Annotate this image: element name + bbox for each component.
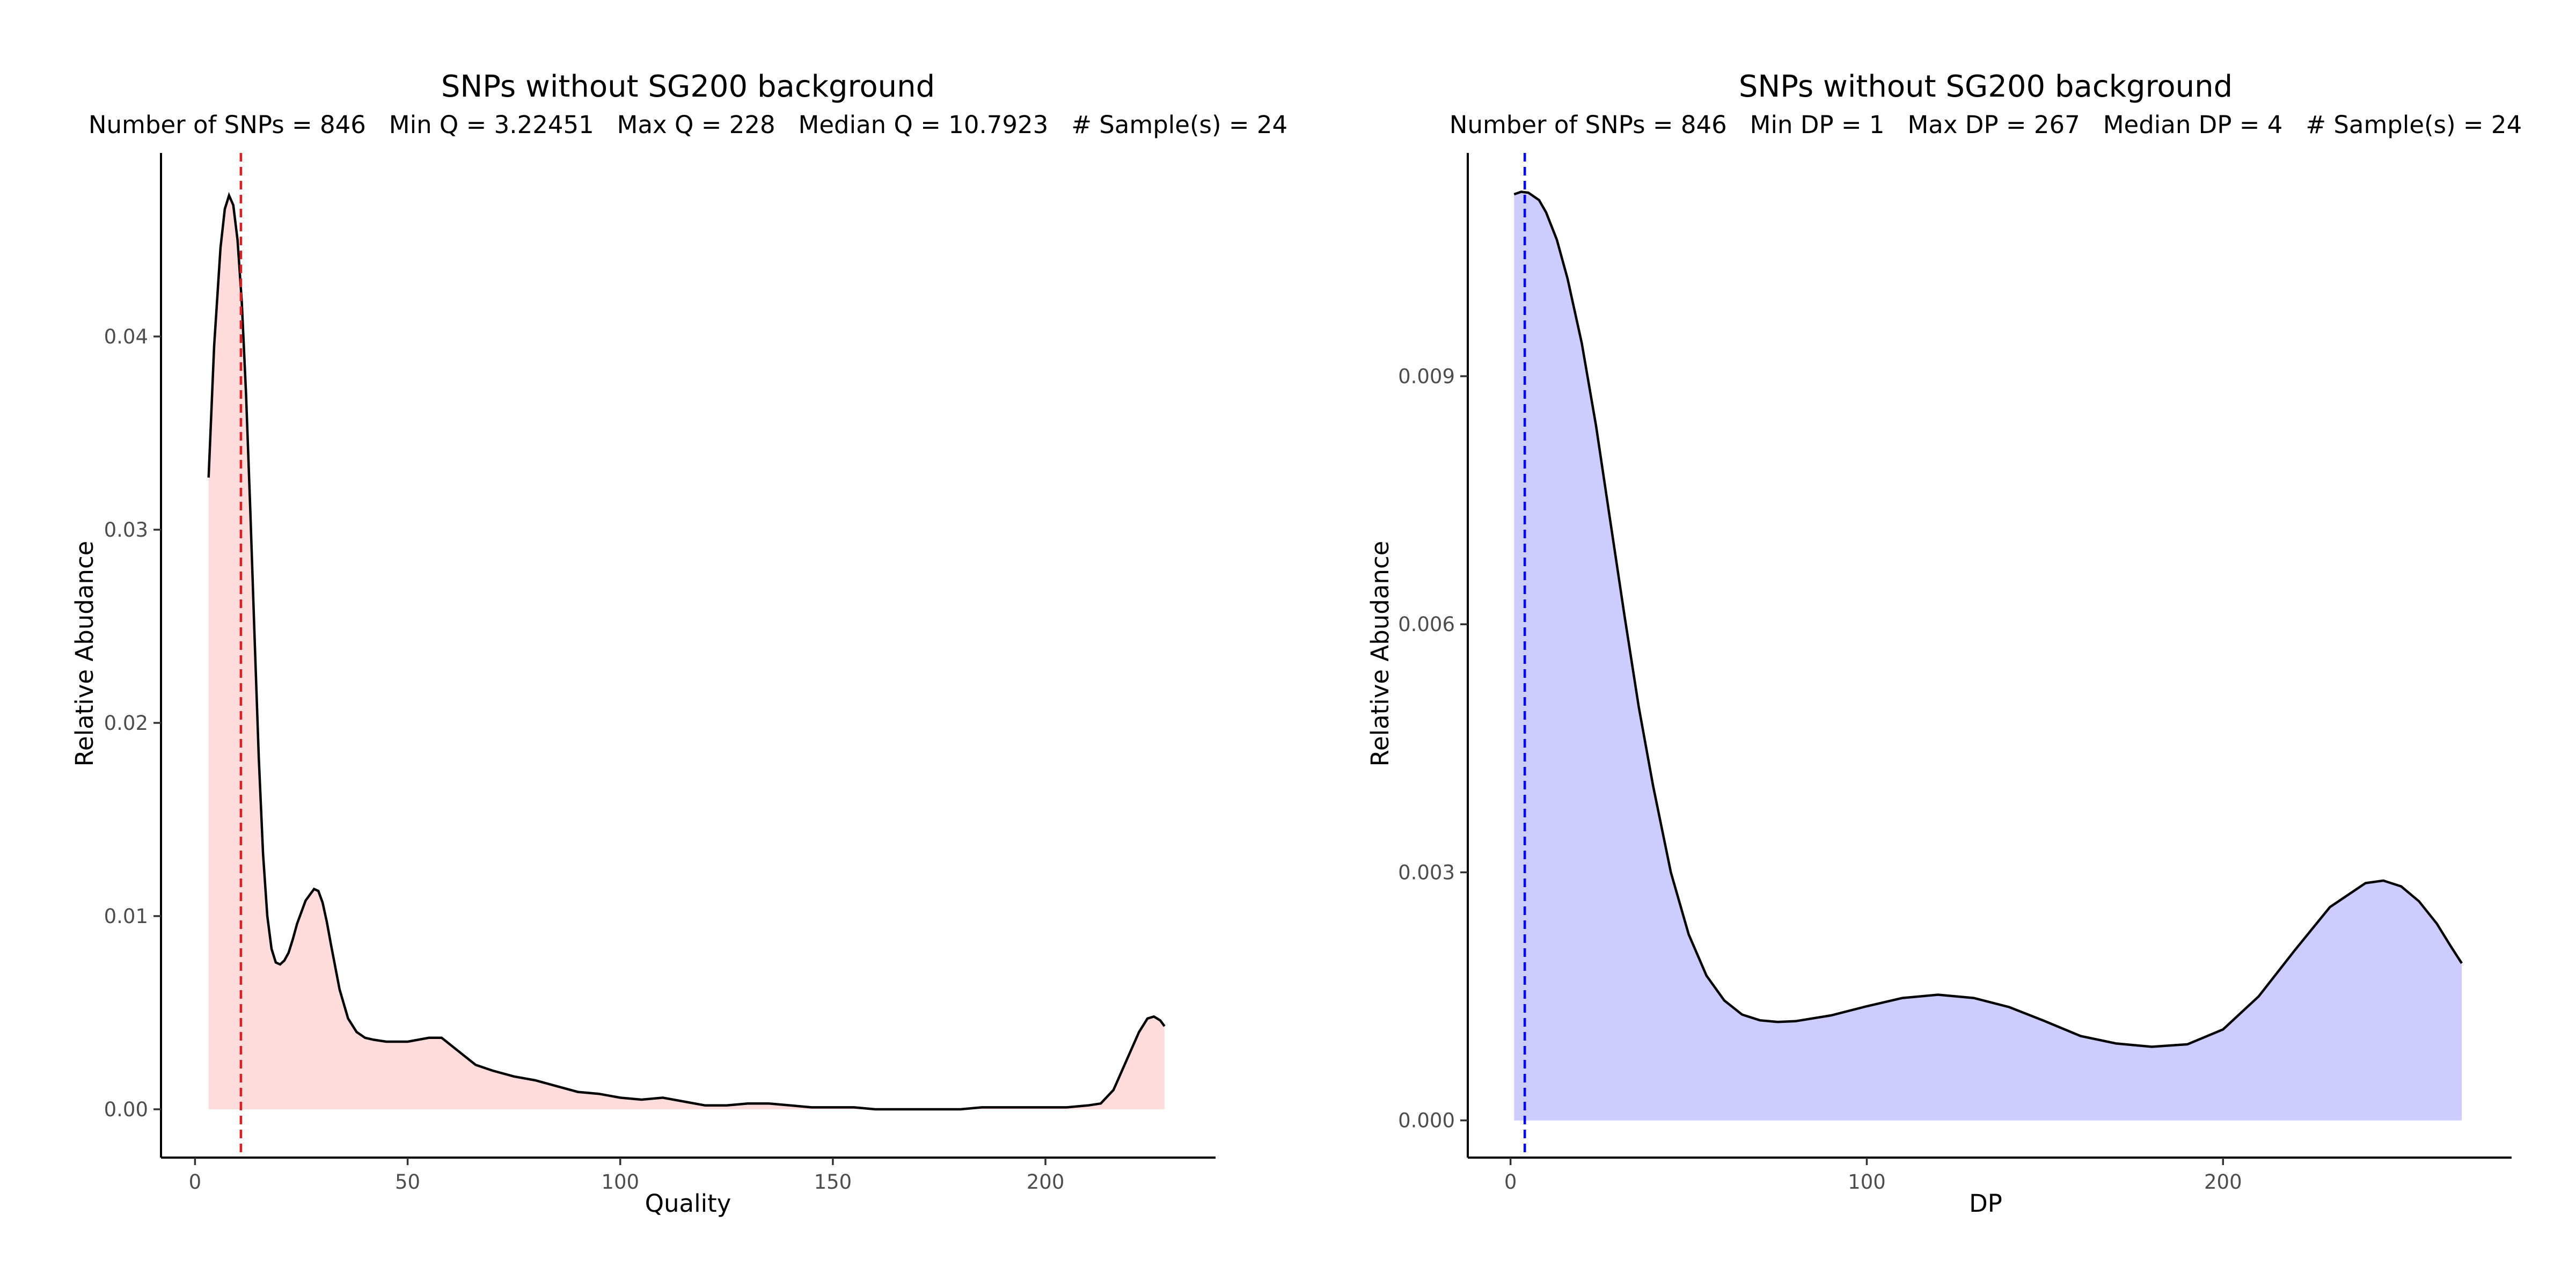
dp-y-tick-label: 0.000 [1398, 1109, 1455, 1132]
quality-y-axis-title: Relative Abudance [70, 541, 99, 767]
dp-density-curve [1513, 191, 2463, 1048]
quality-x-tick-label: 0 [189, 1170, 202, 1194]
quality-plot-area [207, 153, 1166, 1158]
quality-x-axis-title: Quality [645, 1189, 731, 1218]
quality-y-tick-label: 0.04 [104, 325, 148, 348]
dp-x-tick-label: 200 [2204, 1170, 2242, 1194]
quality-x-tick-label: 100 [601, 1170, 639, 1194]
dp-y-ticks: 0.000 0.003 0.006 0.009 [1398, 365, 1468, 1132]
dp-chart-title: SNPs without SG200 background [1739, 69, 2233, 104]
quality-panel: SNPs without SG200 background Number of … [70, 69, 1287, 1218]
quality-chart-title: SNPs without SG200 background [441, 69, 935, 104]
quality-y-tick-label: 0.02 [104, 712, 148, 735]
dp-y-axis-title: Relative Abudance [1366, 541, 1394, 767]
quality-x-tick-label: 200 [1027, 1170, 1065, 1194]
dp-panel: SNPs without SG200 background Number of … [1366, 69, 2522, 1218]
dp-y-tick-label: 0.006 [1398, 613, 1455, 636]
quality-x-ticks: 0 50 100 150 200 [189, 1158, 1065, 1194]
dp-y-tick-label: 0.009 [1398, 365, 1455, 388]
quality-x-tick-label: 50 [395, 1170, 420, 1194]
dp-x-ticks: 0 100 200 [1504, 1158, 2242, 1194]
dp-chart-subtitle: Number of SNPs = 846 Min DP = 1 Max DP =… [1450, 111, 2522, 139]
dp-x-tick-label: 0 [1504, 1170, 1517, 1194]
quality-y-tick-label: 0.00 [104, 1098, 148, 1121]
quality-chart-subtitle: Number of SNPs = 846 Min Q = 3.22451 Max… [89, 111, 1287, 139]
dp-density-area [1514, 192, 2462, 1121]
dp-y-tick-label: 0.003 [1398, 861, 1455, 884]
quality-density-area [208, 195, 1165, 1110]
dp-x-tick-label: 100 [1848, 1170, 1886, 1194]
quality-x-tick-label: 150 [814, 1170, 852, 1194]
quality-density-curve [207, 192, 1166, 1111]
quality-y-tick-label: 0.03 [104, 518, 148, 541]
dp-plot-area [1513, 153, 2463, 1158]
dp-x-axis-title: DP [1969, 1189, 2002, 1218]
quality-y-tick-label: 0.01 [104, 905, 148, 928]
quality-y-ticks: 0.00 0.01 0.02 0.03 0.04 [104, 325, 161, 1121]
